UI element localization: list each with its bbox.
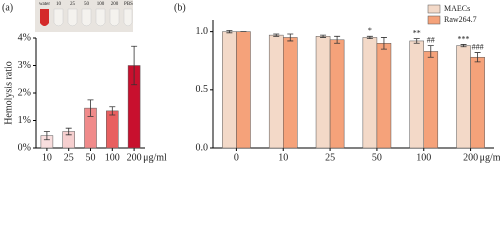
x-axis-label: μg/ml xyxy=(480,152,500,163)
y-tick-label: 0.0 xyxy=(196,142,209,153)
bar xyxy=(409,40,425,149)
significance: ## xyxy=(427,35,435,44)
legend-label: Raw264.7 xyxy=(444,15,477,24)
bar xyxy=(283,37,298,149)
x-tick-label: 0 xyxy=(234,152,239,163)
tube xyxy=(53,8,64,27)
image-label: 25 xyxy=(70,2,76,7)
tube-photo xyxy=(35,0,133,32)
error-bar xyxy=(474,52,481,63)
x-tick-label: 50 xyxy=(372,152,382,163)
error-bar xyxy=(131,45,138,86)
y-tick-label: 4% xyxy=(18,32,31,43)
bar xyxy=(456,45,471,149)
tube xyxy=(67,8,78,27)
figure: (a) Hemolysis ratio 0% 1% 2% 3% 4% water 10 25 50 1… xyxy=(2,0,500,163)
error-bar xyxy=(287,33,294,42)
x-tick-label: 50 xyxy=(86,152,96,163)
y-tick-label: 0% xyxy=(18,142,31,153)
significance: *** xyxy=(458,34,470,43)
x-tick-label: 25 xyxy=(64,152,74,163)
bar xyxy=(329,39,345,149)
error-bar xyxy=(320,34,327,38)
tube xyxy=(40,9,49,26)
image-label: 10 xyxy=(56,2,62,7)
error-bar xyxy=(43,131,50,141)
x-tick-label: 25 xyxy=(325,152,335,163)
image-label: 50 xyxy=(84,2,90,7)
bar xyxy=(423,51,439,149)
legend-label: MAECs xyxy=(444,4,470,13)
error-bar xyxy=(413,38,420,44)
legend-swatch xyxy=(427,15,441,25)
error-bar xyxy=(273,33,280,37)
y-tick-label: 1.0 xyxy=(196,26,209,37)
error-bar xyxy=(65,127,72,136)
tube xyxy=(95,8,106,27)
image-label: PBS xyxy=(124,2,133,7)
page: (a) Hemolysis ratio 0% 1% 2% 3% 4% water 10 25 50 1… xyxy=(0,0,500,165)
bar xyxy=(470,56,485,149)
error-bar xyxy=(366,35,373,40)
image-label: water xyxy=(39,2,50,7)
error-bar xyxy=(87,99,94,117)
error-bar xyxy=(334,35,341,44)
y-tick-label: 3% xyxy=(18,60,31,71)
significance: * xyxy=(368,26,372,35)
x-tick-label: 10 xyxy=(42,152,52,163)
y-tick-label: 0.5 xyxy=(196,84,209,95)
legend-swatch xyxy=(427,4,441,14)
y-tick-label: 1% xyxy=(18,115,31,126)
tube xyxy=(109,8,120,27)
bar xyxy=(106,110,119,149)
error-bar xyxy=(460,44,467,48)
image-label: 200 xyxy=(111,2,119,7)
significance: ** xyxy=(413,28,421,37)
x-axis-label: μg/ml xyxy=(143,152,167,163)
error-bar xyxy=(380,37,387,50)
significance: ### xyxy=(472,42,484,51)
x-tick-label: 200 xyxy=(127,152,142,163)
tube xyxy=(81,8,92,27)
error-bar xyxy=(427,45,434,58)
x-tick-label: 10 xyxy=(278,152,288,163)
panel-label: (a) xyxy=(2,2,13,13)
bar xyxy=(362,37,378,149)
error-bar xyxy=(226,30,233,34)
bar xyxy=(376,43,392,149)
image-label: 100 xyxy=(97,2,105,7)
x-tick-label: 100 xyxy=(105,152,120,163)
y-axis-label: Hemolysis ratio xyxy=(3,61,14,125)
x-tick-label: 100 xyxy=(416,152,431,163)
x-tick-label: 200 xyxy=(463,152,478,163)
error-bar xyxy=(109,106,116,116)
panel-label: (b) xyxy=(174,2,186,13)
y-tick-label: 2% xyxy=(18,87,31,98)
tube xyxy=(123,8,133,27)
bar xyxy=(315,36,331,149)
bar xyxy=(236,31,251,149)
bar xyxy=(222,31,237,149)
bar xyxy=(268,34,284,149)
